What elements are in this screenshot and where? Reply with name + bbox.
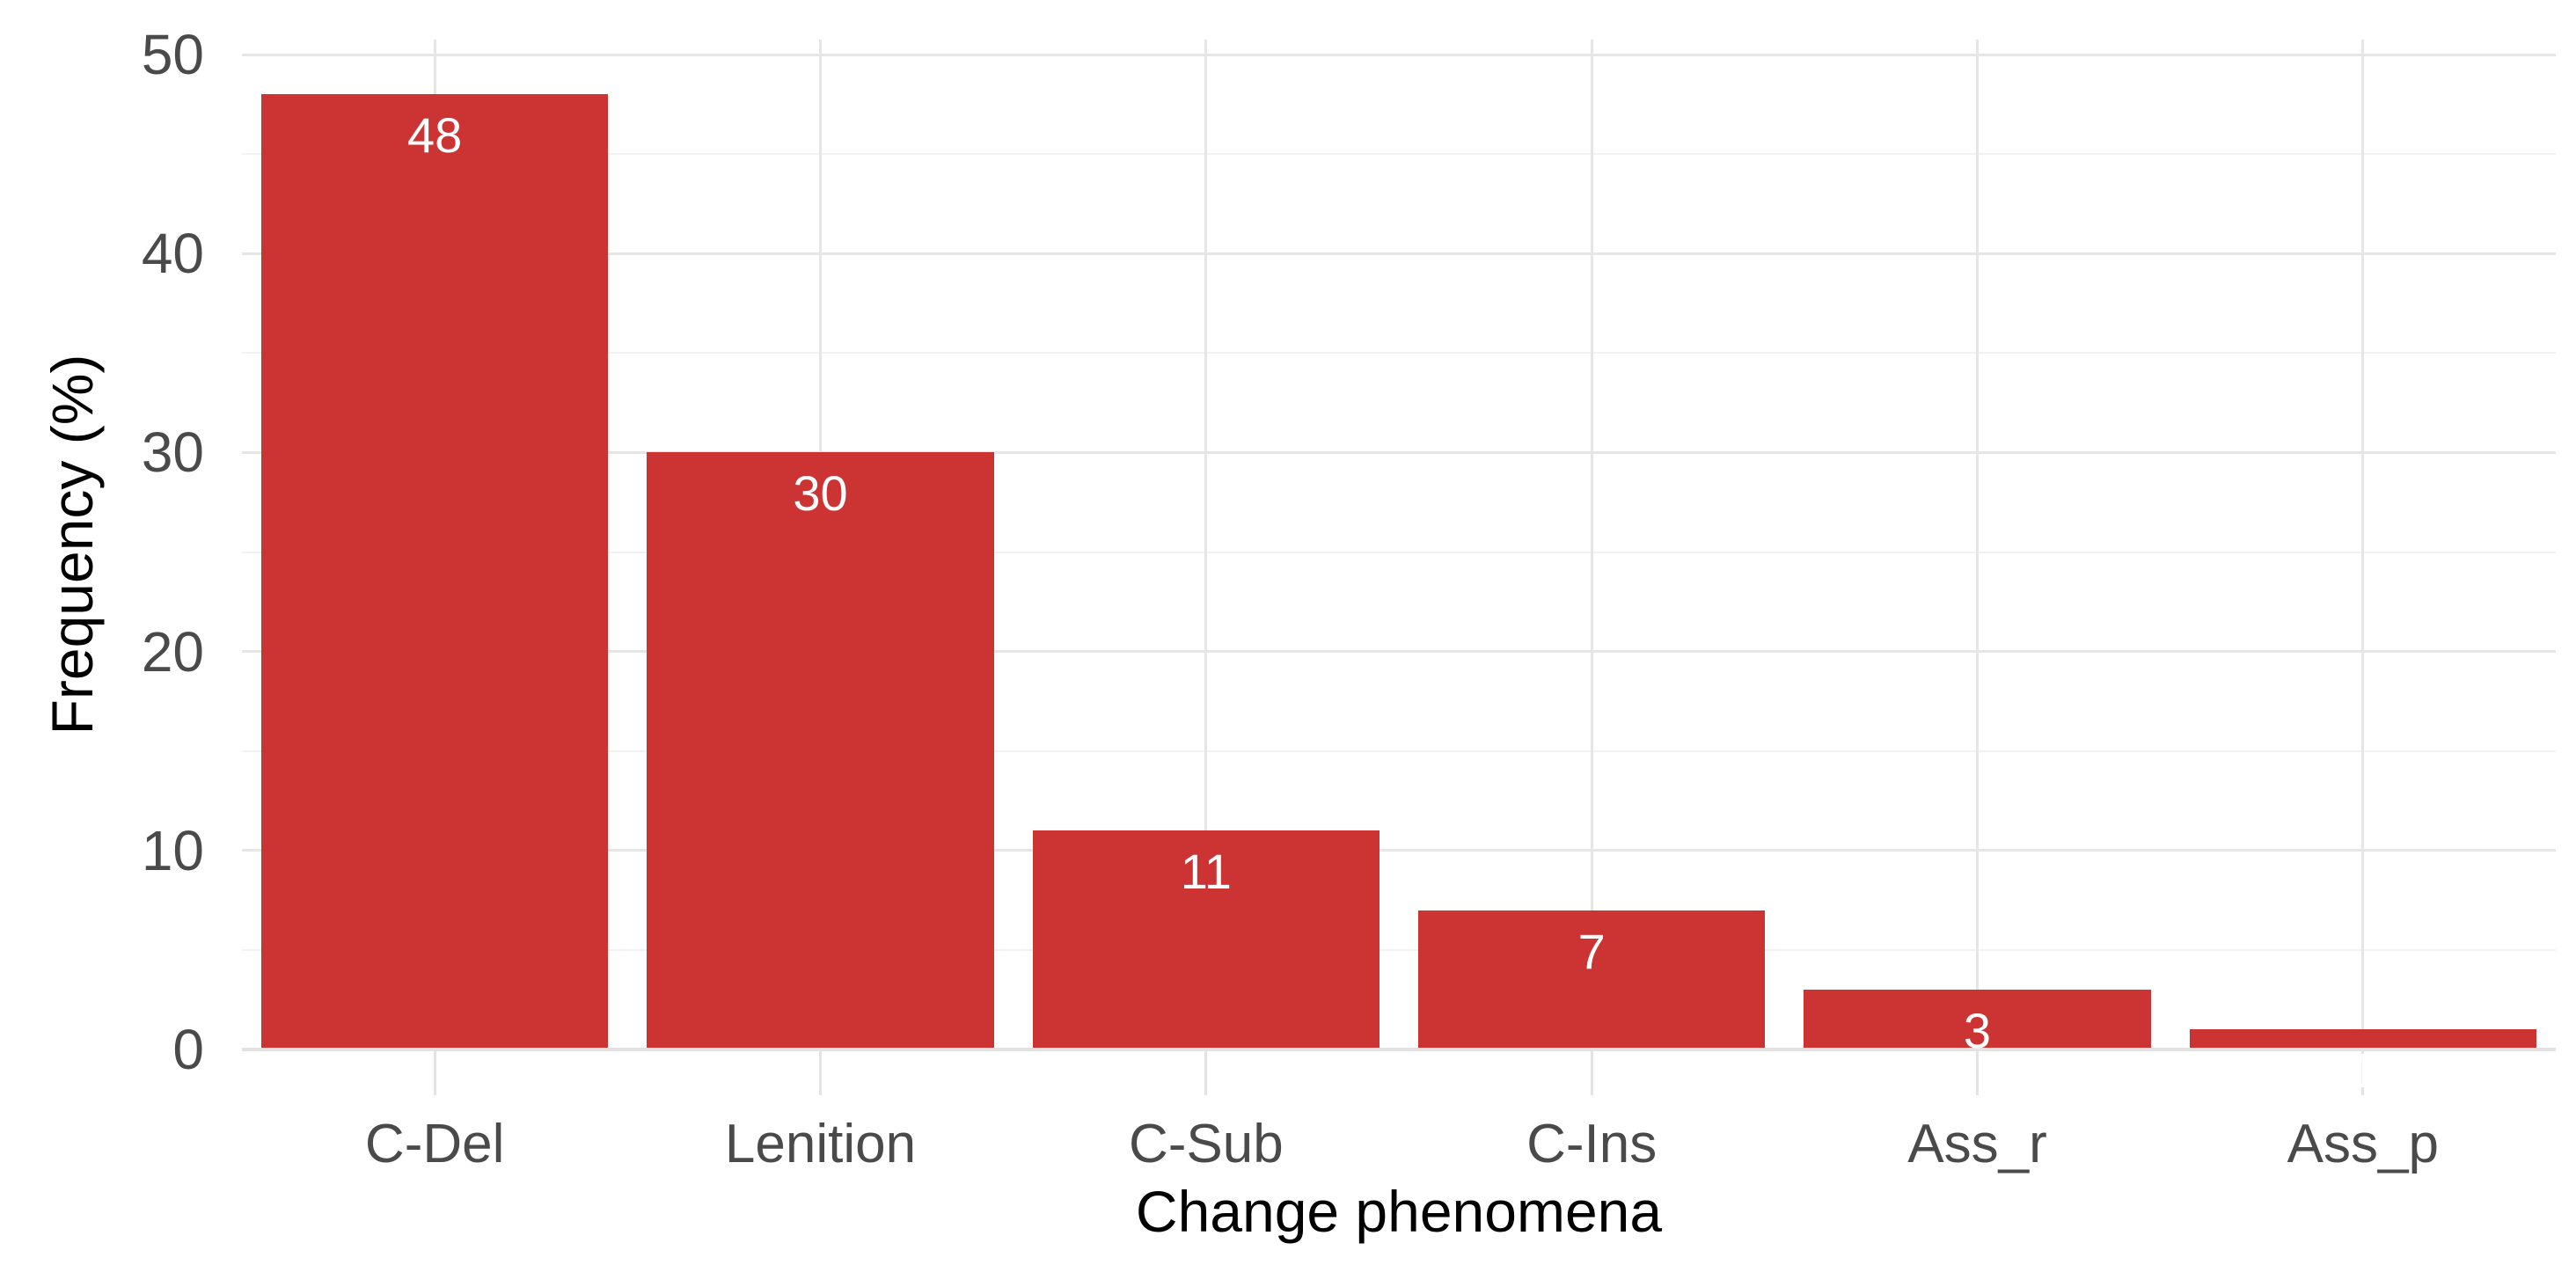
y-tick-label: 0 <box>172 1018 204 1081</box>
y-axis-title: Frequency (%) <box>40 354 105 735</box>
h-gridline-minor <box>242 352 2556 355</box>
x-tick-label: C-Ins <box>1526 1114 1658 1174</box>
x-tick-label: Ass_r <box>1907 1114 2047 1174</box>
y-tick-label: 50 <box>141 23 204 86</box>
h-gridline-minor <box>242 551 2556 553</box>
x-tick <box>819 1049 822 1095</box>
h-gridline-major <box>242 650 2556 654</box>
h-gridline-minor <box>242 153 2556 156</box>
bar <box>1804 990 2151 1049</box>
bar-value-label: 11 <box>1180 844 1232 900</box>
bar <box>260 94 609 1049</box>
v-gridline <box>1590 40 1593 1049</box>
bar-value-label: 3 <box>1963 1003 1992 1059</box>
y-tick-label: 40 <box>141 222 204 286</box>
bar <box>2189 1029 2537 1049</box>
y-tick-label: 10 <box>141 818 204 882</box>
v-gridline <box>1204 40 1208 1049</box>
bar <box>1417 910 1766 1049</box>
x-tick <box>2361 1049 2365 1095</box>
h-gridline-major <box>242 849 2556 852</box>
x-tick <box>1976 1049 1979 1095</box>
h-gridline-major <box>242 53 2556 56</box>
bar <box>1032 830 1380 1049</box>
bar <box>647 452 994 1049</box>
v-gridline <box>1976 40 1979 1049</box>
x-tick <box>1204 1049 1208 1095</box>
bar-value-label: 7 <box>1577 923 1606 979</box>
h-gridline-minor <box>242 948 2556 951</box>
x-tick-label: C-Del <box>364 1114 505 1174</box>
x-tick-label: Lenition <box>724 1114 917 1174</box>
h-gridline-major <box>242 450 2556 454</box>
x-tick <box>433 1049 436 1095</box>
x-axis-title: Change phenomena <box>1135 1179 1663 1244</box>
x-axis-line <box>242 1048 2556 1051</box>
x-tick-label: Ass_p <box>2287 1114 2439 1174</box>
x-tick-label: C-Sub <box>1128 1114 1284 1174</box>
bar-value-label: 30 <box>793 465 848 522</box>
h-gridline-minor <box>242 749 2556 752</box>
x-tick <box>1590 1049 1593 1095</box>
h-gridline-major <box>242 252 2556 255</box>
v-gridline <box>2361 40 2365 1049</box>
y-tick-label: 30 <box>141 420 204 485</box>
bar-value-label: 1 <box>2349 1042 2377 1099</box>
bar-value-label: 48 <box>407 107 463 164</box>
y-tick-label: 20 <box>141 619 204 684</box>
